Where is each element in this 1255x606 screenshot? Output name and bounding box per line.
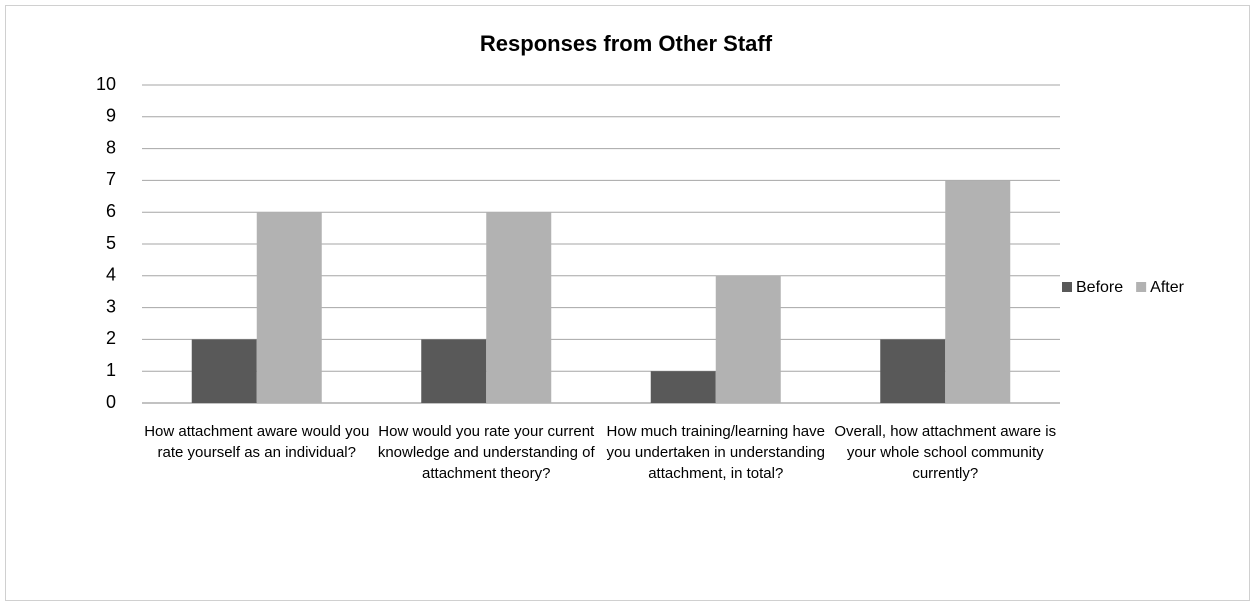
bar [715, 275, 781, 403]
legend-swatch [1062, 282, 1072, 292]
y-tick-label: 4 [106, 265, 116, 285]
x-tick-label: How much training/learning have you unde… [606, 423, 826, 482]
x-tick-label: How would you rate your current knowledg… [377, 423, 595, 482]
y-tick-label: 3 [106, 296, 116, 316]
chart-border [5, 5, 1250, 601]
legend-swatch [1136, 282, 1147, 292]
y-tick-label: 1 [106, 360, 116, 380]
y-tick-label: 2 [106, 328, 116, 348]
bar [256, 212, 322, 403]
x-tick-label: How attachment aware would you rate your… [144, 423, 370, 461]
bar [191, 339, 257, 403]
chart-title: Responses from Other Staff [480, 31, 773, 56]
y-tick-label: 5 [106, 233, 116, 253]
bar [650, 371, 716, 403]
bar [486, 212, 552, 403]
legend-label: Before [1076, 279, 1123, 296]
y-tick-label: 9 [106, 106, 116, 126]
x-tick-label: Overall, how attachment aware is your wh… [834, 423, 1057, 482]
y-tick-label: 8 [106, 137, 116, 157]
y-tick-label: 10 [96, 74, 116, 94]
y-tick-label: 7 [106, 169, 116, 189]
y-tick-label: 6 [106, 201, 116, 221]
bar [421, 339, 487, 403]
legend-label: After [1150, 279, 1184, 296]
bar [945, 180, 1011, 403]
y-tick-label: 0 [106, 392, 116, 412]
bar [880, 339, 946, 403]
